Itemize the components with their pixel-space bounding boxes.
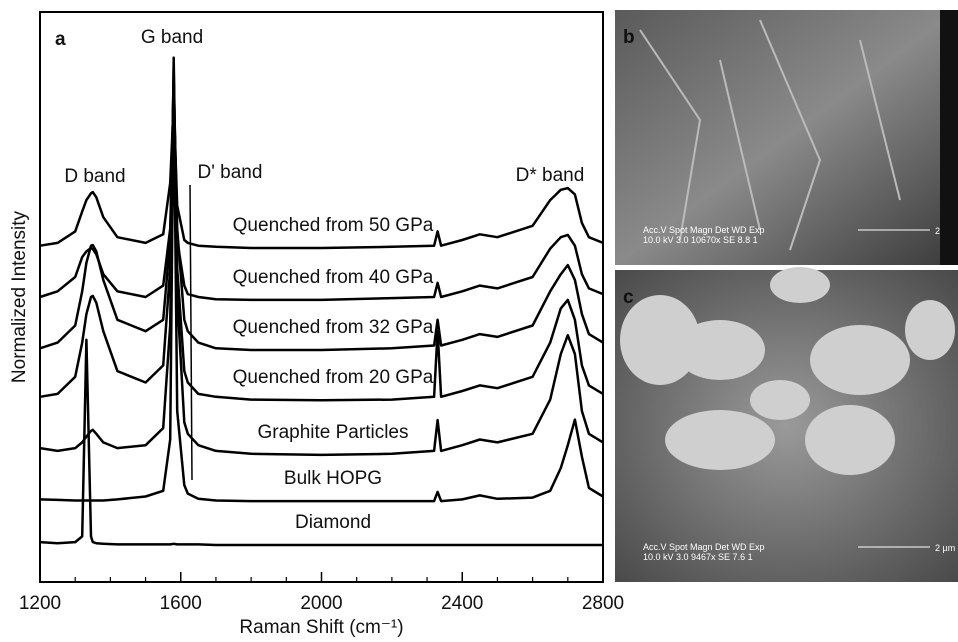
panel-label: b — [623, 27, 635, 48]
band-annotation: D band — [64, 166, 125, 187]
band-annotation: G band — [141, 27, 203, 48]
x-tick-label: 1200 — [19, 593, 61, 614]
figure: 1200 1600 2000 2400 2800 Raman Shift (cm⁻¹) No… — [0, 0, 958, 642]
x-tick-label: 1600 — [160, 593, 202, 614]
series-label: Graphite Particles — [257, 422, 408, 443]
band-annotation: D* band — [516, 165, 585, 186]
series-label: Quenched from 20 GPa — [233, 367, 434, 388]
sem-info-header: Acc.V Spot Magn Det WD Exp — [643, 542, 765, 552]
x-tick-label: 2400 — [441, 593, 483, 614]
scale-label: 2 — [935, 226, 940, 236]
band-annotation: D' band — [198, 162, 263, 183]
sem-info-values: 10.0 kV 3.0 9467x SE 7.6 1 — [643, 552, 753, 562]
scale-label: 2 µm — [935, 543, 955, 553]
series-label: Quenched from 32 GPa — [233, 317, 434, 338]
y-axis-label: Normalized Intensity — [9, 210, 30, 383]
series-label: Bulk HOPG — [284, 468, 382, 489]
sem-info-header: Acc.V Spot Magn Det WD Exp — [643, 225, 765, 235]
x-axis-label: Raman Shift (cm⁻¹) — [239, 617, 403, 638]
plot-frame — [40, 12, 603, 582]
series-label: Quenched from 50 GPa — [233, 215, 434, 236]
spectrum-line — [40, 58, 603, 455]
panel-label: a — [55, 29, 66, 50]
series-label: Quenched from 40 GPa — [233, 267, 434, 288]
sem-shadow — [940, 10, 958, 265]
panel-label: c — [623, 287, 634, 308]
x-tick-label: 2000 — [300, 593, 342, 614]
x-tick-label: 2800 — [582, 593, 624, 614]
sem-info-values: 10.0 kV 3.0 10670x SE 8.8 1 — [643, 235, 758, 245]
series-label: Diamond — [295, 512, 371, 533]
